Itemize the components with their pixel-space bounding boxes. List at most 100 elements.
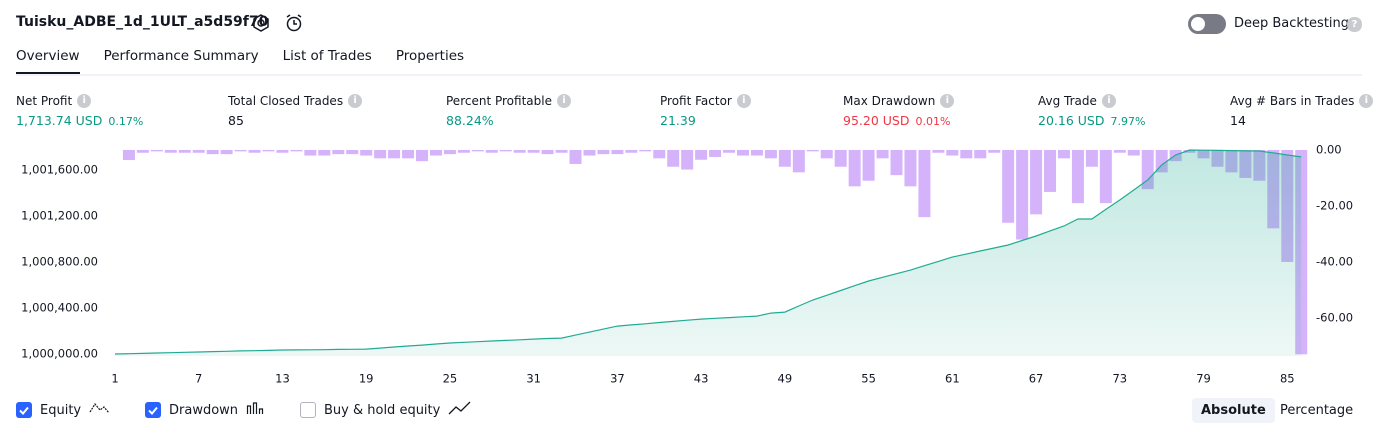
equity-area	[115, 150, 1302, 356]
drawdown-bar	[1057, 149, 1070, 159]
drawdown-bar	[932, 149, 945, 153]
checkbox[interactable]	[16, 402, 32, 418]
info-icon[interactable]: i	[940, 94, 955, 108]
metric-name: Avg Trade	[1038, 94, 1097, 108]
x-tick-label: 67	[1029, 372, 1044, 386]
metric-percent: 0.17%	[108, 115, 144, 128]
legend-toggle[interactable]: Drawdown	[145, 401, 266, 419]
y-tick-label: 1,001,600.00	[21, 162, 98, 176]
y-tick-label: 1,001,200.00	[21, 208, 98, 222]
x-tick-label: 1	[111, 372, 118, 386]
x-tick-label: 13	[275, 372, 290, 386]
metric-number: 85	[228, 113, 244, 128]
tab[interactable]: List of Trades	[282, 48, 372, 64]
legend-toggle[interactable]: Buy & hold equity	[300, 401, 472, 419]
drawdown-bar	[639, 149, 652, 152]
drawdown-bar	[736, 149, 749, 156]
settings-icon[interactable]	[252, 14, 270, 32]
drawdown-bar	[276, 149, 289, 153]
checkbox[interactable]	[145, 402, 161, 418]
drawdown-bar	[220, 149, 233, 155]
drawdown-bar	[541, 149, 554, 155]
y-tick-label: 1,000,400.00	[21, 301, 98, 315]
x-tick-label: 37	[610, 372, 625, 386]
strategy-title: Tuisku_ADBE_1d_1ULT_a5d59f70	[16, 14, 269, 30]
drawdown-bar	[234, 149, 247, 152]
drawdown-bar	[667, 149, 680, 167]
metric-label: Percent Profitable i	[446, 94, 571, 108]
drawdown-bar	[485, 149, 498, 153]
deep-backtesting-label: Deep Backtesting	[1234, 16, 1350, 31]
drawdown-bar	[374, 149, 387, 159]
metric-percent: 0.01%	[915, 115, 951, 128]
drawdown-bar	[346, 149, 359, 155]
x-tick-label: 55	[861, 372, 876, 386]
alert-icon[interactable]	[285, 14, 305, 32]
scale-button[interactable]: Absolute	[1192, 398, 1275, 423]
info-icon[interactable]: i	[1101, 94, 1116, 108]
tab[interactable]: Overview	[16, 48, 80, 75]
drawdown-bar	[304, 149, 317, 156]
info-icon[interactable]: i	[77, 94, 92, 108]
legend-label: Drawdown	[169, 402, 239, 418]
checkbox[interactable]	[300, 402, 316, 418]
drawdown-bar	[1044, 149, 1057, 192]
tab[interactable]: Properties	[395, 48, 465, 64]
drawdown-bar	[974, 149, 987, 159]
drawdown-bar	[555, 149, 568, 153]
metric-label: Net Profit i	[16, 94, 92, 108]
info-icon[interactable]: i	[556, 94, 571, 108]
metric-value: 14	[1230, 113, 1246, 128]
drawdown-bar	[248, 149, 261, 153]
metric-label: Avg Trade i	[1038, 94, 1116, 108]
drawdown-bar	[1127, 149, 1140, 156]
check-mark	[19, 406, 29, 415]
drawdown-bar	[513, 149, 526, 153]
x-tick-label: 7	[195, 372, 202, 386]
drawdown-bar	[946, 149, 959, 156]
drawdown-bar	[443, 149, 456, 155]
metric-label: Avg # Bars in Trades i	[1230, 94, 1374, 108]
drawdown-bar	[290, 149, 303, 152]
drawdown-bar	[820, 149, 833, 159]
y2-tick-label: -60.00	[1316, 310, 1353, 324]
chart: 1,000,000.00 1,000,400.00 1,000,800.00 1,00…	[21, 142, 1353, 386]
help-icon[interactable]: ?	[1347, 17, 1362, 32]
drawdown-bar	[178, 149, 191, 153]
tab-bar: Overview Performance Summary List of Trade…	[16, 48, 464, 75]
x-tick-label: 61	[945, 372, 960, 386]
drawdown-bar	[611, 149, 624, 155]
drawdown-bar	[653, 149, 666, 159]
legend-icon	[246, 401, 266, 419]
x-tick-label: 79	[1196, 372, 1211, 386]
scale-button[interactable]: Percentage	[1280, 403, 1354, 418]
info-icon[interactable]: i	[348, 94, 363, 108]
drawdown-bar	[1113, 149, 1126, 153]
drawdown-bar	[723, 149, 736, 153]
deep-backtesting-toggle[interactable]	[1188, 14, 1226, 34]
metric-label: Max Drawdown i	[843, 94, 955, 108]
metric-number: 1,713.74 USD	[16, 113, 103, 128]
drawdown-bar	[876, 149, 889, 159]
drawdown-bar	[583, 149, 596, 156]
tab[interactable]: Performance Summary	[103, 48, 259, 64]
drawdown-bar	[918, 149, 931, 218]
info-icon[interactable]: i	[736, 94, 751, 108]
legend-toggle[interactable]: Equity	[16, 401, 113, 419]
equity-line	[114, 149, 1302, 355]
drawdown-bar	[1030, 149, 1043, 215]
drawdown-bar	[960, 149, 973, 159]
metric-value: 1,713.74 USD 0.17%	[16, 113, 143, 128]
drawdown-bar	[164, 149, 177, 153]
drawdown-bar	[904, 149, 917, 187]
info-icon[interactable]: i	[1359, 94, 1374, 108]
legend-icon	[89, 401, 113, 419]
drawdown-bar	[695, 149, 708, 160]
drawdown-bar	[1071, 149, 1084, 204]
metric-percent: 7.97%	[1110, 115, 1146, 128]
drawdown-bar	[1016, 149, 1029, 240]
x-tick-label: 31	[526, 372, 541, 386]
drawdown-bar	[764, 149, 777, 159]
drawdown-bar	[681, 149, 694, 170]
